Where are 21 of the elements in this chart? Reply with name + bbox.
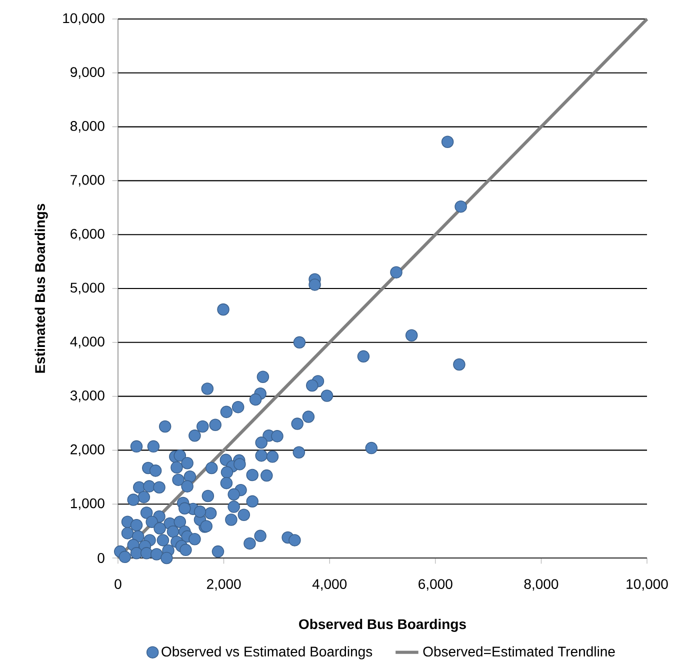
y-tick-label: 1,000 <box>70 498 104 510</box>
y-tick-label: 0 <box>98 553 104 563</box>
x-tick-label: 8,000 <box>524 579 558 591</box>
legend-label: Observed vs Estimated Boardings <box>162 646 372 660</box>
y-tick-label: 6,000 <box>70 228 104 240</box>
y-tick-label: 8,000 <box>70 121 104 133</box>
y-tick-label: 5,000 <box>70 282 104 294</box>
y-tick-label: 9,000 <box>70 67 104 79</box>
y-axis-title: Estimated Bus Boardings <box>34 204 48 373</box>
x-tick-label: 6,000 <box>418 579 452 591</box>
y-tick-label: 7,000 <box>70 174 104 186</box>
x-tick-label: 0 <box>114 579 122 589</box>
x-tick-label: 10,000 <box>626 579 668 591</box>
y-tick-label: 4,000 <box>70 336 104 348</box>
y-tick-label: 3,000 <box>70 390 104 402</box>
x-tick-label: 4,000 <box>312 579 347 591</box>
y-tick-label: 10,000 <box>63 13 104 25</box>
x-tick-label: 2,000 <box>206 579 241 591</box>
x-axis-title: Observed Bus Boardings <box>299 618 466 632</box>
legend-label: Observed=Estimated Trendline <box>423 646 615 657</box>
y-tick-label: 2,000 <box>70 444 104 456</box>
